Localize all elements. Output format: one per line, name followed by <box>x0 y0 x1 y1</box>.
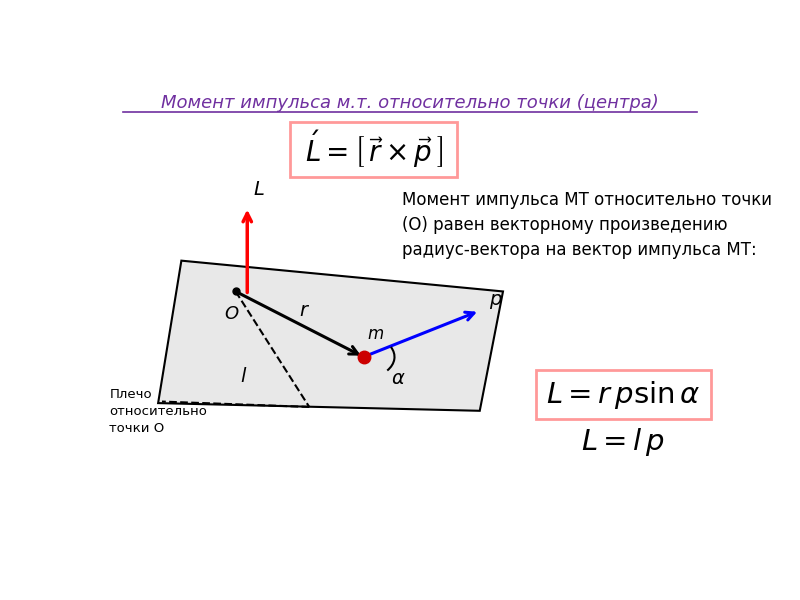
Polygon shape <box>158 260 503 411</box>
FancyBboxPatch shape <box>535 370 710 419</box>
Text: $\acute{L} = \left[\,\vec{r}\times\vec{p}\,\right]$: $\acute{L} = \left[\,\vec{r}\times\vec{p… <box>305 128 442 170</box>
Text: Момент импульса м.т. относительно точки (центра): Момент импульса м.т. относительно точки … <box>161 94 659 112</box>
Text: Момент импульса МТ относительно точки
(О) равен векторному произведению
радиус-в: Момент импульса МТ относительно точки (О… <box>402 191 772 259</box>
FancyBboxPatch shape <box>290 122 458 177</box>
Text: l: l <box>241 367 246 386</box>
Text: m: m <box>367 325 384 343</box>
Text: $L = r\,p\sin\alpha$: $L = r\,p\sin\alpha$ <box>546 379 700 410</box>
Text: $L = l\,p$: $L = l\,p$ <box>581 425 665 458</box>
Text: r: r <box>299 301 307 320</box>
Text: p: p <box>489 290 502 308</box>
Text: Плечо
относительно
точки О: Плечо относительно точки О <box>110 388 207 434</box>
Text: O: O <box>225 305 239 323</box>
Text: L: L <box>254 180 264 199</box>
Text: $\alpha$: $\alpha$ <box>391 369 406 388</box>
